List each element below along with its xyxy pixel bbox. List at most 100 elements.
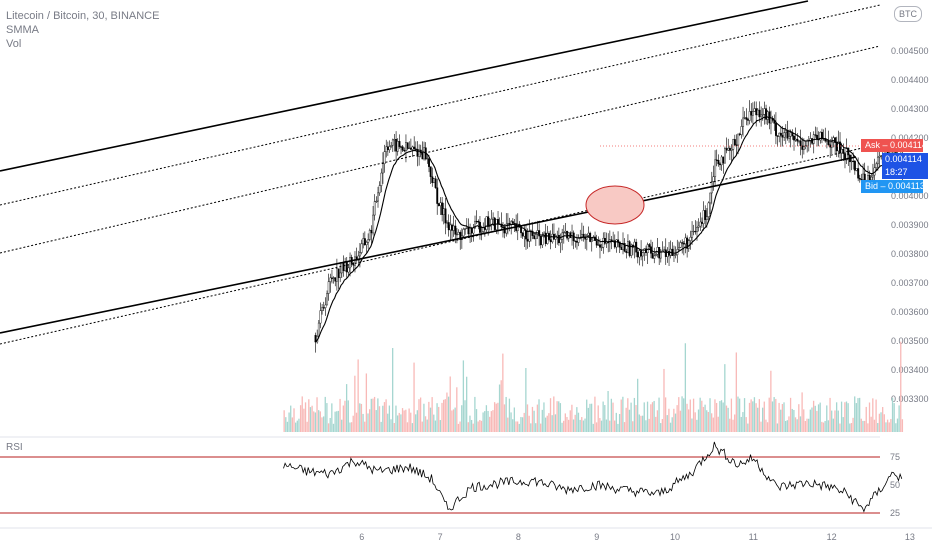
candle-body (804, 145, 807, 147)
volume-bar (454, 407, 456, 432)
volume-bar (582, 420, 585, 432)
volume-bar (771, 401, 774, 432)
volume-bar (835, 402, 838, 432)
volume-bar (392, 348, 394, 432)
candle-body (546, 233, 549, 244)
volume-bar (683, 398, 685, 432)
volume-bar (775, 398, 777, 432)
volume-bar (290, 405, 292, 432)
candle-body (363, 238, 366, 246)
volume-bar (842, 417, 844, 432)
volume-bar (336, 411, 338, 432)
symbol-title[interactable]: Litecoin / Bitcoin, 30, BINANCE (6, 10, 160, 22)
candle-body (574, 240, 577, 242)
candle-body (654, 253, 657, 257)
volume-bar (434, 420, 437, 432)
volume-bar (791, 408, 793, 432)
volume-bar (341, 419, 343, 432)
candle-body (735, 144, 738, 146)
candle-body (648, 244, 651, 247)
volume-bar (689, 399, 691, 432)
candle-body (409, 147, 412, 150)
channel-lower-line[interactable] (0, 156, 857, 334)
candle-body (761, 114, 764, 116)
volume-bar (424, 416, 427, 432)
channel-outer-lower-line[interactable] (0, 143, 881, 345)
candle-body (449, 224, 452, 231)
volume-bar (357, 359, 359, 432)
price-axis-label: 0.003900 (891, 220, 929, 230)
candle-body (452, 225, 455, 231)
volume-series (283, 341, 904, 432)
candle-body (391, 139, 394, 146)
volume-bar (536, 404, 539, 432)
candle-body (472, 227, 475, 234)
volume-bar (785, 420, 787, 432)
candle-body (331, 277, 333, 279)
volume-bar (612, 402, 614, 432)
volume-bar (712, 417, 714, 432)
volume-bar (418, 399, 420, 432)
candle-body (664, 249, 667, 257)
volume-bar (398, 412, 400, 432)
volume-bar (396, 415, 399, 432)
candle-body (725, 148, 728, 151)
volume-bar (696, 419, 698, 432)
volume-bar (816, 410, 818, 432)
candle-body (758, 109, 761, 118)
rsi-indicator-label[interactable]: RSI (6, 442, 23, 453)
candle-body (704, 210, 707, 220)
volume-bar (668, 408, 670, 432)
candle-body (359, 252, 361, 257)
volume-bar (548, 413, 550, 432)
ask-label: Ask (865, 140, 881, 150)
volume-bar (592, 423, 594, 432)
candle-body (382, 163, 384, 174)
currency-badge[interactable]: BTC (894, 6, 922, 22)
volume-bar (844, 402, 846, 432)
volume-bar (753, 397, 756, 432)
volume-bar (704, 404, 706, 432)
volume-bar (837, 410, 839, 432)
ask-price: 0.004114 (890, 140, 927, 150)
volume-bar (602, 401, 604, 432)
candle-body (679, 242, 682, 248)
volume-bar (811, 407, 813, 432)
candle-body (850, 160, 853, 163)
volume-bar (681, 396, 683, 432)
channel-mid-lower-line[interactable] (0, 45, 881, 254)
channel-mid-upper-line[interactable] (0, 4, 881, 206)
candle-body (814, 134, 817, 136)
candle-body (878, 155, 881, 158)
candle-body (521, 232, 524, 237)
volume-bar (635, 405, 637, 432)
volume-bar (888, 422, 890, 432)
candle-body (533, 235, 536, 239)
volume-bar (342, 405, 344, 432)
volume-bar (781, 404, 784, 432)
candle-body (395, 138, 398, 152)
candle-body (674, 254, 677, 256)
candle-body (842, 149, 845, 154)
volume-bar (732, 419, 734, 432)
candle-body (526, 238, 529, 242)
volume-bar (604, 405, 606, 432)
volume-bar (528, 415, 530, 432)
target-ellipse[interactable] (585, 185, 645, 225)
volume-bar (796, 419, 798, 432)
smma-indicator-label[interactable]: SMMA (6, 24, 39, 36)
volume-bar (403, 410, 405, 432)
volume-indicator-label[interactable]: Vol (6, 38, 22, 50)
volume-bar (413, 362, 415, 432)
candle-body (755, 108, 758, 116)
channel-upper-line[interactable] (0, 0, 809, 172)
volume-bar (540, 423, 542, 432)
volume-bar (750, 399, 752, 432)
candle-body (544, 232, 547, 244)
rsi-line (283, 441, 903, 513)
volume-bar (627, 398, 629, 432)
volume-bar (428, 401, 430, 432)
volume-bar (436, 403, 438, 432)
candle-body (559, 239, 562, 244)
